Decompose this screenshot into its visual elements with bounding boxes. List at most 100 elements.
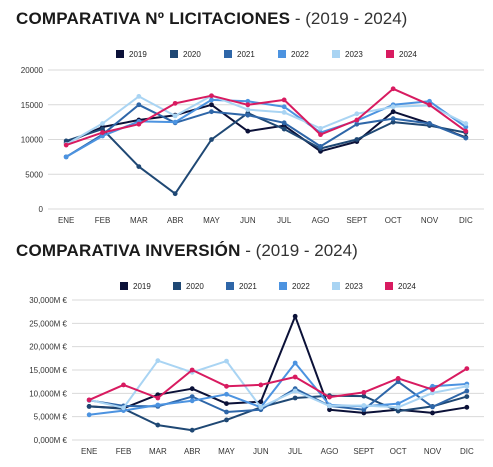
licitaciones-data-point-2024	[100, 130, 105, 135]
inversion-x-tick-label: ABR	[184, 447, 201, 456]
licitaciones-data-point-2021	[427, 121, 432, 126]
inversion-y-tick-label: 30,000M €	[29, 296, 67, 305]
licitaciones-data-point-2022	[245, 98, 251, 104]
licitaciones-x-tick-label: SEPT	[346, 216, 367, 225]
licitaciones-data-point-2022	[427, 98, 432, 104]
licitaciones-y-tick-label: 20000	[21, 66, 44, 75]
inversion-data-point-2024	[464, 366, 470, 371]
licitaciones-legend-label-2020: 2020	[183, 50, 201, 59]
inversion-legend-swatch-2022	[279, 282, 287, 290]
inversion-data-point-2023	[327, 403, 332, 409]
licitaciones-data-point-2021	[209, 109, 214, 115]
inversion-data-point-2021	[224, 409, 229, 415]
licitaciones-x-tick-label: JUN	[240, 216, 256, 225]
licitaciones-data-point-2023	[172, 113, 178, 119]
licitaciones-data-point-2024	[390, 86, 396, 92]
inversion-legend-label-2024: 2024	[398, 282, 416, 291]
licitaciones-x-tick-label: FEB	[95, 216, 111, 225]
inversion-x-tick-label: MAY	[218, 447, 235, 456]
inversion-line-chart: 2019 2020 2021 2022 2023 2024 0,000M € 5,000M €…	[29, 282, 484, 456]
inversion-data-point-2021	[430, 404, 435, 410]
inversion-data-point-2020	[361, 393, 367, 399]
inversion-y-tick-label: 0,000M €	[34, 436, 68, 445]
licitaciones-y-tick-label: 0	[39, 205, 44, 214]
inversion-data-point-2021	[189, 394, 195, 399]
inversion-data-point-2024	[86, 397, 92, 403]
inversion-data-point-2020	[395, 408, 401, 414]
inversion-data-point-2022	[224, 391, 229, 397]
licitaciones-data-point-2021	[463, 135, 469, 141]
licitaciones-series-line-2021	[65, 103, 467, 158]
licitaciones-legend-swatch-2023	[332, 50, 340, 58]
inversion-legend-label-2021: 2021	[239, 282, 257, 291]
licitaciones-data-point-2024	[136, 121, 142, 127]
inversion-data-point-2019	[258, 399, 264, 405]
inversion-data-point-2024	[395, 376, 401, 381]
licitaciones-data-point-2022	[463, 124, 469, 130]
inversion-legend-label-2019: 2019	[133, 282, 151, 291]
licitaciones-chart-panel: COMPARATIVA Nº LICITACIONES - (2019 - 20…	[0, 0, 493, 230]
licitaciones-x-tick-label: ABR	[167, 216, 184, 225]
licitaciones-legend-swatch-2020	[170, 50, 178, 58]
licitaciones-x-tick-label: DIC	[459, 216, 473, 225]
licitaciones-title-years: - (2019 - 2024)	[290, 9, 408, 28]
licitaciones-data-point-2020	[209, 137, 214, 142]
licitaciones-data-point-2020	[354, 137, 360, 142]
licitaciones-data-point-2021	[136, 102, 142, 108]
inversion-data-point-2019	[464, 404, 470, 410]
inversion-series-line-2020	[89, 394, 468, 432]
licitaciones-data-point-2024	[281, 97, 287, 103]
inversion-series-line-2024	[88, 367, 468, 401]
inversion-data-point-2024	[121, 382, 126, 388]
licitaciones-line-chart: 2019 2020 2021 2022 2023 2024 0 5000 10000 15000 2…	[21, 50, 484, 225]
licitaciones-data-point-2024	[318, 132, 323, 138]
licitaciones-data-point-2021	[281, 120, 287, 126]
licitaciones-data-point-2021	[390, 116, 396, 122]
inversion-data-point-2019	[430, 410, 435, 416]
licitaciones-data-point-2023	[390, 104, 396, 110]
inversion-data-point-2024	[258, 382, 264, 388]
inversion-title-bold: COMPARATIVA INVERSIÓN	[16, 241, 241, 260]
licitaciones-data-point-2023	[318, 125, 323, 131]
inversion-data-point-2023	[258, 404, 264, 410]
inversion-data-point-2020	[86, 404, 92, 409]
licitaciones-chart-title: COMPARATIVA Nº LICITACIONES - (2019 - 20…	[16, 9, 407, 29]
inversion-data-point-2023	[121, 405, 126, 411]
inversion-x-tick-label: SEPT	[353, 447, 374, 456]
inversion-data-point-2022	[395, 401, 401, 406]
licitaciones-x-tick-label: JUL	[277, 216, 292, 225]
licitaciones-data-point-2024	[463, 128, 469, 134]
licitaciones-data-point-2023	[245, 107, 251, 113]
licitaciones-x-tick-label: NOV	[421, 216, 439, 225]
inversion-y-tick-label: 10,000M €	[29, 389, 67, 398]
inversion-data-point-2022	[86, 412, 92, 418]
inversion-data-point-2024	[189, 367, 195, 373]
licitaciones-data-point-2022	[281, 104, 287, 110]
inversion-data-point-2023	[224, 358, 229, 364]
inversion-data-point-2020	[292, 395, 298, 401]
licitaciones-data-point-2020	[63, 138, 69, 144]
inversion-data-point-2022	[189, 398, 195, 404]
licitaciones-series-line-2022	[65, 98, 467, 158]
licitaciones-legend-label-2023: 2023	[345, 50, 363, 59]
inversion-data-point-2023	[395, 404, 401, 410]
licitaciones-data-point-2023	[354, 111, 360, 117]
inversion-x-tick-label: JUN	[253, 447, 269, 456]
inversion-x-tick-label: NOV	[424, 447, 442, 456]
inversion-x-tick-label: OCT	[390, 447, 407, 456]
inversion-data-point-2020	[224, 417, 229, 423]
inversion-data-point-2024	[155, 395, 161, 401]
inversion-x-tick-label: DIC	[460, 447, 474, 456]
licitaciones-y-tick-label: 15000	[21, 101, 44, 110]
inversion-chart-panel: COMPARATIVA INVERSIÓN - (2019 - 2024) 20…	[0, 236, 493, 467]
licitaciones-x-tick-label: AGO	[312, 216, 330, 225]
licitaciones-data-point-2019	[209, 102, 214, 108]
licitaciones-legend-label-2022: 2022	[291, 50, 309, 59]
licitaciones-y-tick-label: 10000	[21, 136, 44, 145]
inversion-y-tick-label: 15,000M €	[29, 366, 67, 375]
licitaciones-x-tick-label: ENE	[58, 216, 74, 225]
licitaciones-data-point-2022	[172, 119, 178, 125]
inversion-legend-label-2020: 2020	[186, 282, 204, 291]
licitaciones-data-point-2023	[136, 94, 142, 99]
licitaciones-x-tick-label: MAY	[203, 216, 220, 225]
